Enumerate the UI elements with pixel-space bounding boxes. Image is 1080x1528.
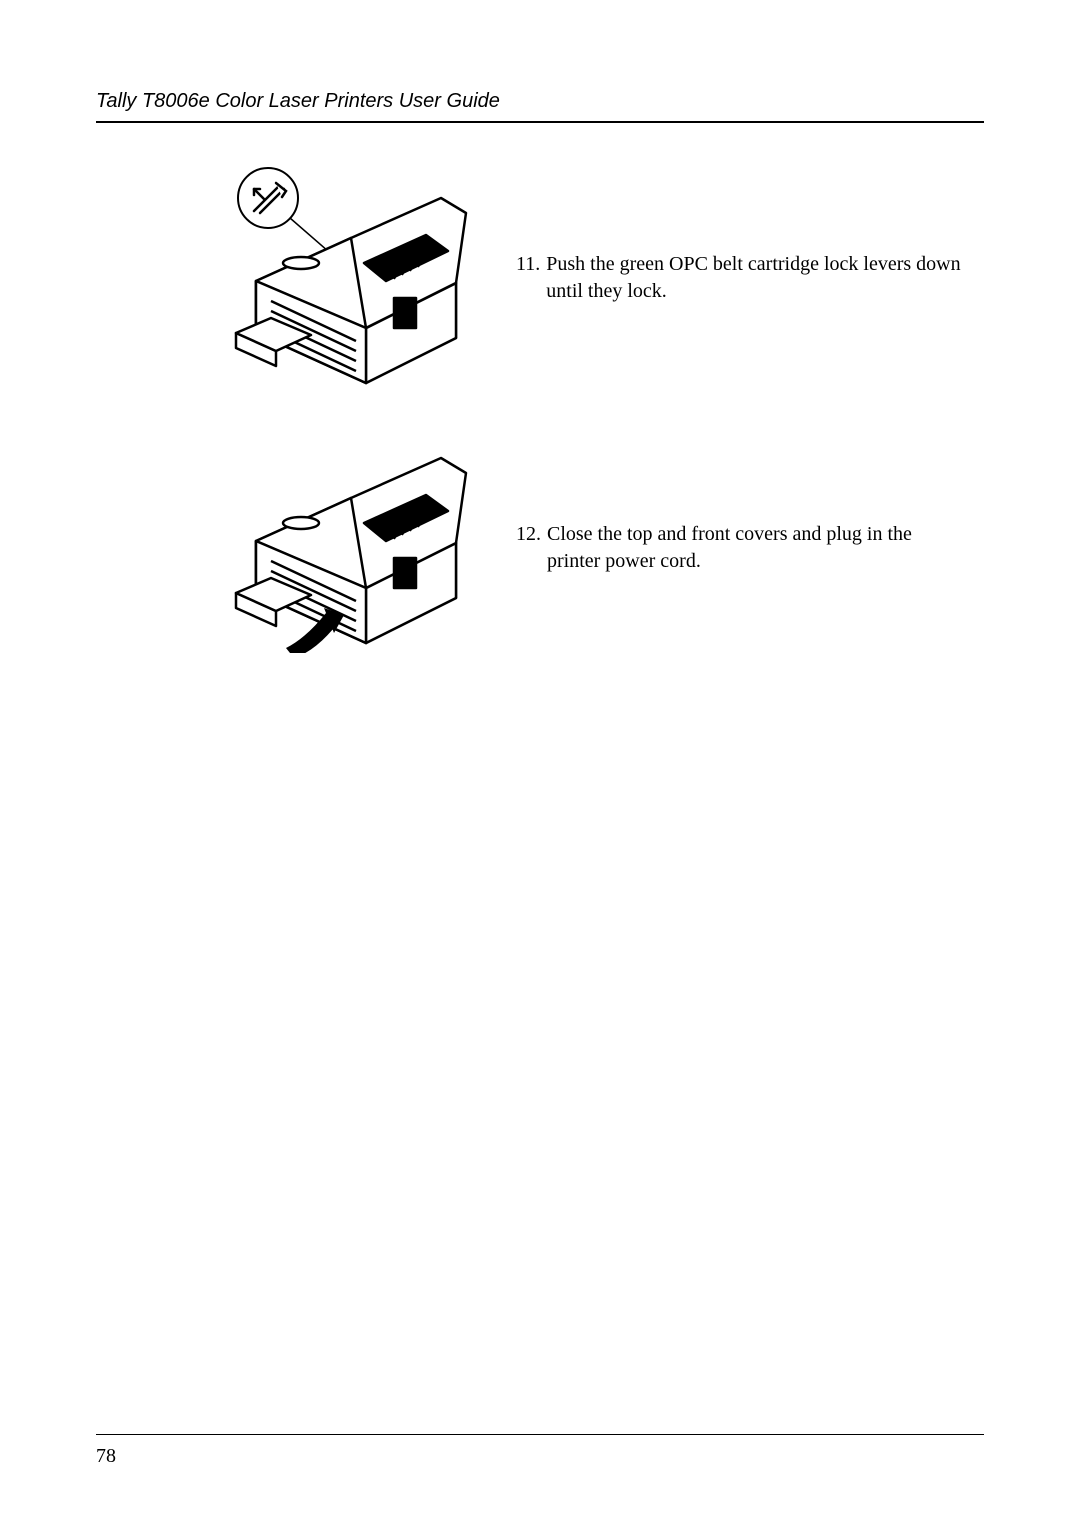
page-number: 78 (96, 1445, 984, 1468)
step-body: Close the top and front covers and plug … (547, 521, 964, 575)
step-number: 12. (516, 521, 541, 575)
page-footer: 78 (96, 1434, 984, 1468)
header-rule (96, 121, 984, 123)
step-row: 11. Push the green OPC belt cartridge lo… (96, 163, 984, 393)
page-container: Tally T8006e Color Laser Printers User G… (0, 0, 1080, 1528)
step-row: 12. Close the top and front covers and p… (96, 443, 984, 653)
illustration-step-12 (216, 443, 476, 653)
step-text: 12. Close the top and front covers and p… (516, 521, 984, 575)
step-text: 11. Push the green OPC belt cartridge lo… (516, 251, 984, 305)
running-header-title: Tally T8006e Color Laser Printers User G… (96, 90, 984, 121)
footer-rule (96, 1434, 984, 1435)
step-body: Push the green OPC belt cartridge lock l… (546, 251, 964, 305)
illustration-step-11 (216, 163, 476, 393)
step-number: 11. (516, 251, 540, 305)
